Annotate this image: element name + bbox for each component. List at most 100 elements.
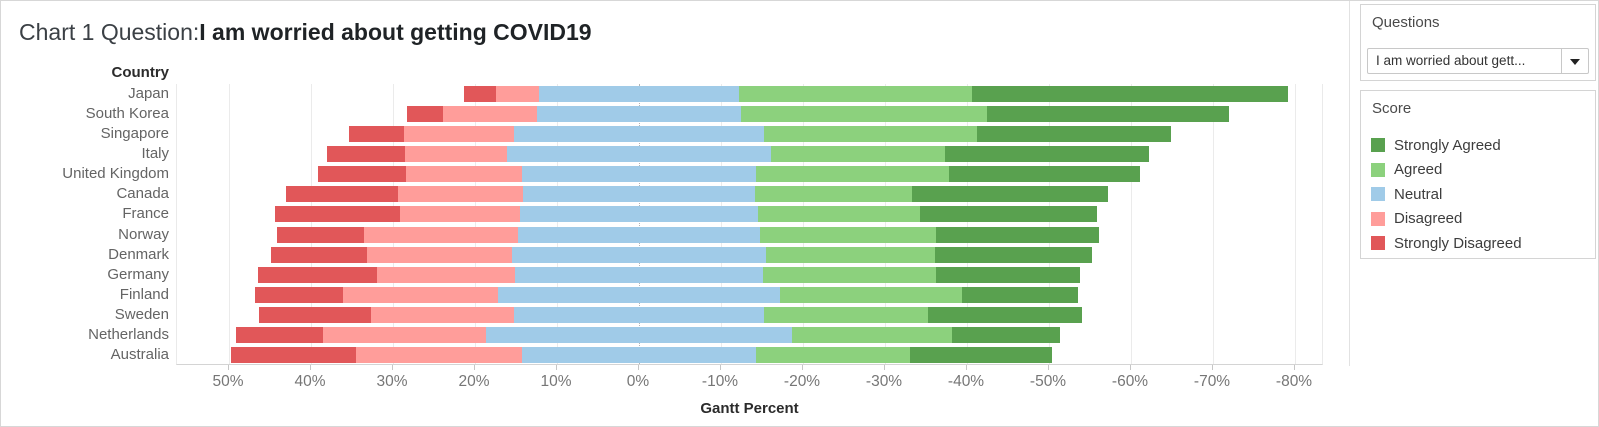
country-label[interactable]: Germany bbox=[107, 265, 169, 283]
legend-swatch bbox=[1371, 162, 1385, 177]
bar-segment-agreed[interactable] bbox=[760, 226, 936, 243]
bar-segment-strongly-disagreed[interactable] bbox=[286, 186, 398, 203]
bar-segment-strongly-disagreed[interactable] bbox=[277, 226, 365, 243]
bar-segment-strongly-agreed[interactable] bbox=[948, 166, 1140, 183]
bar-segment-disagreed[interactable] bbox=[323, 326, 486, 343]
country-label[interactable]: France bbox=[122, 205, 169, 223]
bar-segment-neutral[interactable] bbox=[538, 86, 740, 103]
legend-item[interactable]: Strongly Agreed bbox=[1371, 133, 1591, 158]
bar-segment-strongly-disagreed[interactable] bbox=[348, 126, 404, 143]
bar-segment-agreed[interactable] bbox=[792, 326, 953, 343]
gridline bbox=[885, 84, 886, 364]
bar-segment-strongly-disagreed[interactable] bbox=[274, 206, 401, 223]
bar-segment-neutral[interactable] bbox=[513, 126, 765, 143]
bar-segment-strongly-agreed[interactable] bbox=[920, 206, 1098, 223]
country-label[interactable]: Japan bbox=[128, 85, 169, 103]
bar-segment-disagreed[interactable] bbox=[443, 106, 538, 123]
bar-segment-neutral[interactable] bbox=[485, 326, 793, 343]
x-tick-label: -20% bbox=[783, 373, 821, 390]
bar-segment-agreed[interactable] bbox=[756, 166, 949, 183]
bar-segment-strongly-disagreed[interactable] bbox=[236, 326, 324, 343]
bar-segment-strongly-agreed[interactable] bbox=[935, 266, 1081, 283]
bar-segment-neutral[interactable] bbox=[537, 106, 741, 123]
questions-dropdown-button[interactable] bbox=[1561, 49, 1588, 73]
bar-segment-disagreed[interactable] bbox=[366, 246, 512, 263]
bar-segment-strongly-disagreed[interactable] bbox=[254, 286, 343, 303]
bar-segment-disagreed[interactable] bbox=[370, 306, 515, 323]
bar-segment-agreed[interactable] bbox=[754, 186, 913, 203]
bar-segment-strongly-agreed[interactable] bbox=[962, 286, 1079, 303]
bar-segment-strongly-disagreed[interactable] bbox=[259, 306, 371, 323]
questions-dropdown[interactable]: I am worried about gett... bbox=[1367, 48, 1589, 74]
bar-segment-strongly-agreed[interactable] bbox=[944, 146, 1150, 163]
bar-segment-neutral[interactable] bbox=[511, 246, 767, 263]
bar-segment-agreed[interactable] bbox=[779, 286, 963, 303]
country-label[interactable]: Denmark bbox=[108, 245, 169, 263]
bar-segment-neutral[interactable] bbox=[506, 146, 771, 163]
country-label[interactable]: South Korea bbox=[85, 105, 169, 123]
bar-segment-disagreed[interactable] bbox=[376, 266, 516, 283]
bar-segment-strongly-agreed[interactable] bbox=[986, 106, 1229, 123]
bar-segment-strongly-agreed[interactable] bbox=[928, 306, 1082, 323]
country-label[interactable]: Norway bbox=[118, 225, 169, 243]
bar-segment-neutral[interactable] bbox=[521, 166, 757, 183]
bar-segment-neutral[interactable] bbox=[521, 346, 757, 363]
bar-segment-agreed[interactable] bbox=[762, 266, 936, 283]
bar-segment-strongly-disagreed[interactable] bbox=[464, 86, 497, 103]
x-tick-mark bbox=[1294, 365, 1295, 370]
country-label[interactable]: Sweden bbox=[114, 305, 169, 323]
x-tick-mark bbox=[556, 365, 557, 370]
zero-gridline bbox=[639, 84, 640, 364]
bar-segment-agreed[interactable] bbox=[740, 106, 987, 123]
bar-segment-agreed[interactable] bbox=[756, 346, 910, 363]
bar-segment-agreed[interactable] bbox=[757, 206, 921, 223]
bar-segment-neutral[interactable] bbox=[523, 186, 755, 203]
country-label[interactable]: Canada bbox=[116, 185, 169, 203]
country-label[interactable]: Netherlands bbox=[88, 325, 169, 343]
bar-segment-strongly-agreed[interactable] bbox=[976, 126, 1172, 143]
bar-segment-strongly-disagreed[interactable] bbox=[317, 166, 407, 183]
bar-segment-agreed[interactable] bbox=[766, 246, 935, 263]
bar-segment-agreed[interactable] bbox=[771, 146, 945, 163]
legend-item[interactable]: Disagreed bbox=[1371, 207, 1591, 232]
bar-segment-disagreed[interactable] bbox=[397, 186, 524, 203]
bar-segment-strongly-disagreed[interactable] bbox=[406, 106, 444, 123]
bar-segment-neutral[interactable] bbox=[514, 306, 764, 323]
bar-segment-agreed[interactable] bbox=[764, 126, 977, 143]
bar-segment-disagreed[interactable] bbox=[405, 146, 507, 163]
bar-segment-strongly-agreed[interactable] bbox=[912, 186, 1109, 203]
bar-segment-strongly-agreed[interactable] bbox=[909, 346, 1053, 363]
bar-segment-strongly-disagreed[interactable] bbox=[257, 266, 377, 283]
bar-segment-disagreed[interactable] bbox=[406, 166, 522, 183]
x-tick-label: -40% bbox=[947, 373, 985, 390]
gridline bbox=[967, 84, 968, 364]
x-tick-label: 10% bbox=[540, 373, 572, 390]
country-label[interactable]: Australia bbox=[110, 345, 169, 363]
bar-segment-neutral[interactable] bbox=[498, 286, 780, 303]
bar-segment-disagreed[interactable] bbox=[403, 126, 514, 143]
bar-segment-strongly-agreed[interactable] bbox=[952, 326, 1060, 343]
bar-segment-neutral[interactable] bbox=[515, 266, 763, 283]
bar-segment-disagreed[interactable] bbox=[342, 286, 499, 303]
country-label[interactable]: Singapore bbox=[100, 125, 169, 143]
bar-segment-strongly-disagreed[interactable] bbox=[327, 146, 406, 163]
legend-item[interactable]: Neutral bbox=[1371, 182, 1591, 207]
bar-segment-disagreed[interactable] bbox=[356, 346, 522, 363]
country-label[interactable]: Italy bbox=[141, 145, 169, 163]
bar-segment-strongly-agreed[interactable] bbox=[971, 86, 1288, 103]
legend-item[interactable]: Agreed bbox=[1371, 158, 1591, 183]
bar-segment-disagreed[interactable] bbox=[496, 86, 539, 103]
bar-segment-disagreed[interactable] bbox=[400, 206, 521, 223]
bar-segment-neutral[interactable] bbox=[517, 226, 761, 243]
bar-segment-strongly-agreed[interactable] bbox=[935, 226, 1099, 243]
legend-item[interactable]: Strongly Disagreed bbox=[1371, 231, 1591, 256]
bar-segment-strongly-disagreed[interactable] bbox=[231, 346, 357, 363]
bar-segment-disagreed[interactable] bbox=[364, 226, 518, 243]
country-label[interactable]: Finland bbox=[119, 285, 169, 303]
bar-segment-neutral[interactable] bbox=[520, 206, 758, 223]
bar-segment-strongly-disagreed[interactable] bbox=[270, 246, 367, 263]
bar-segment-agreed[interactable] bbox=[763, 306, 929, 323]
bar-segment-strongly-agreed[interactable] bbox=[935, 246, 1093, 263]
bar-segment-agreed[interactable] bbox=[739, 86, 972, 103]
country-label[interactable]: United Kingdom bbox=[62, 165, 169, 183]
